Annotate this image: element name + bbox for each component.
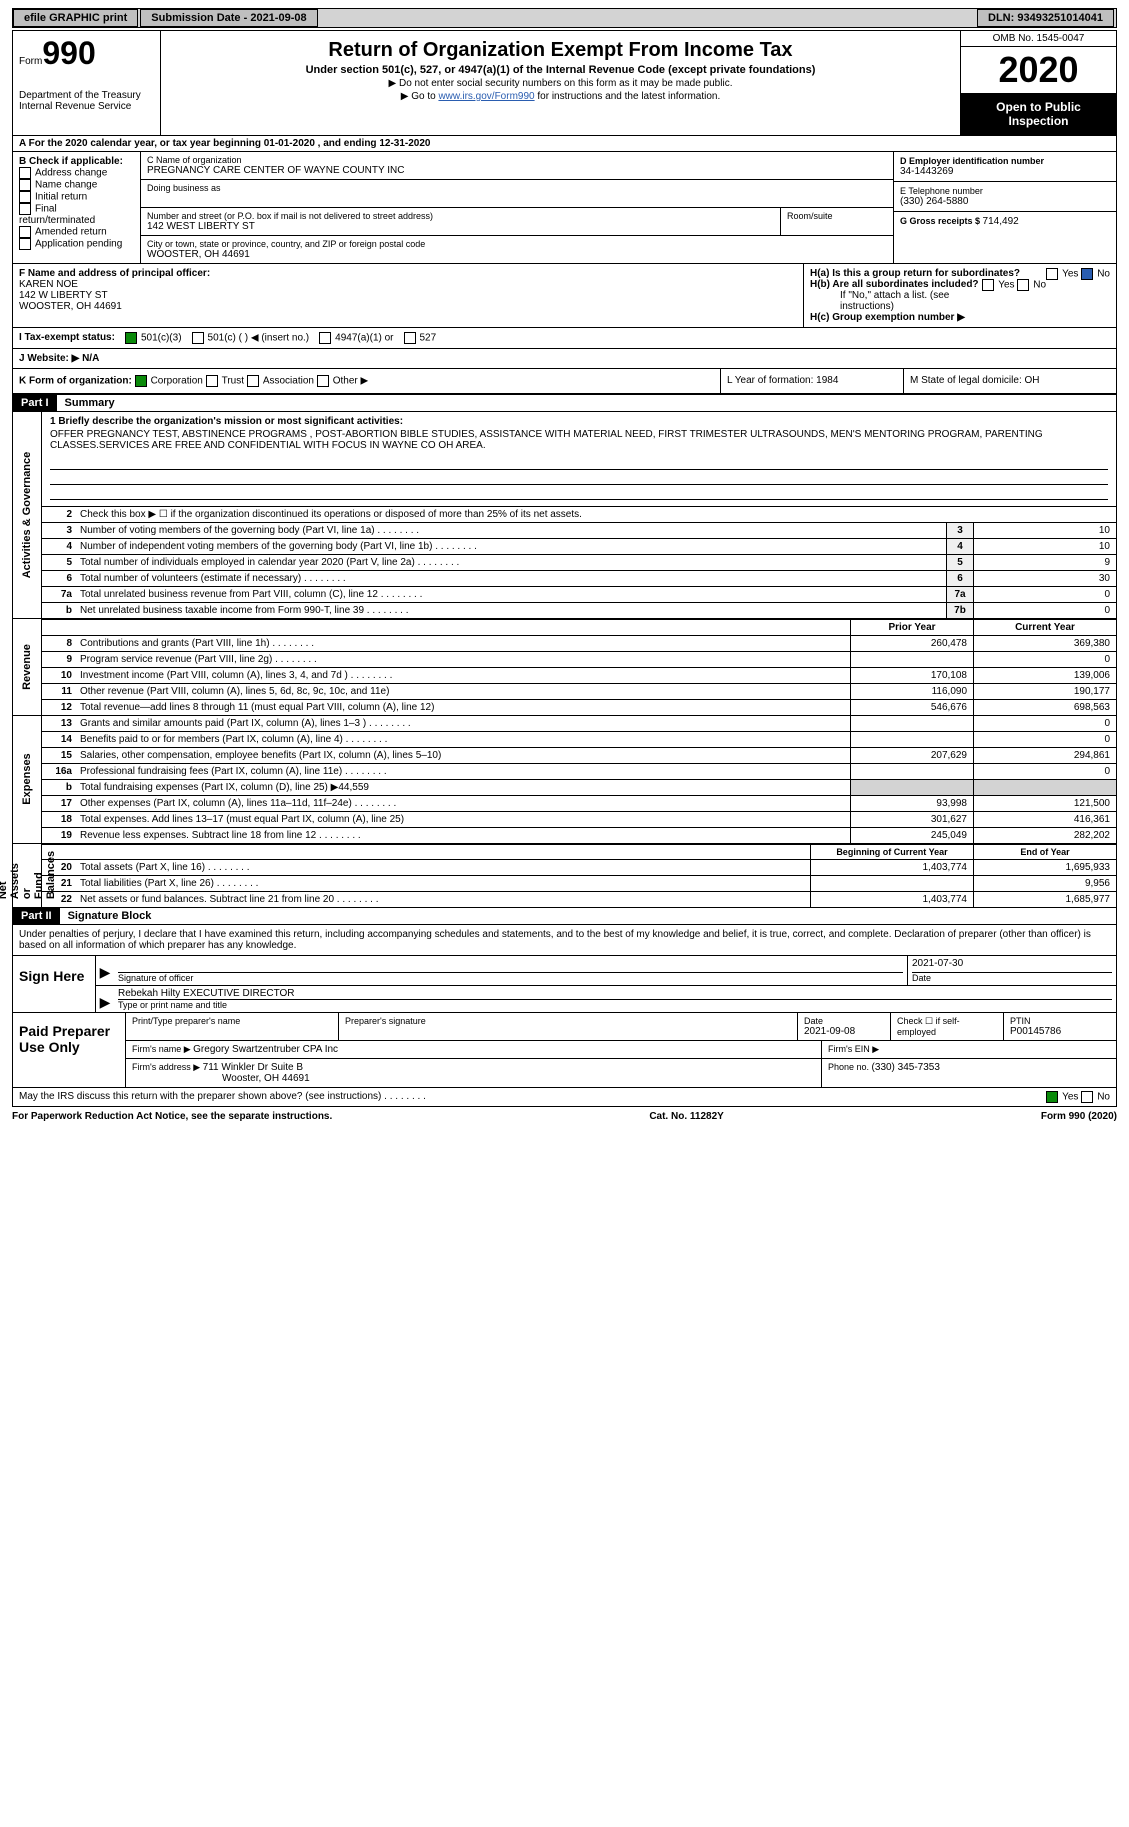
firm-name: Gregory Swartzentruber CPA Inc [193, 1044, 338, 1055]
line-7a: Total unrelated business revenue from Pa… [76, 587, 946, 602]
box-c: C Name of organization PREGNANCY CARE CE… [141, 152, 893, 263]
tax-year: 2020 [961, 47, 1116, 94]
open-public-badge: Open to Public Inspection [961, 94, 1116, 135]
irs-link[interactable]: www.irs.gov/Form990 [438, 91, 534, 102]
discuss-row: May the IRS discuss this return with the… [12, 1088, 1117, 1107]
hdr-current-year: Current Year [973, 620, 1116, 635]
vtab-governance: Activities & Governance [13, 412, 42, 618]
row-i-tax-status: I Tax-exempt status: 501(c)(3) 501(c) ( … [12, 328, 1117, 349]
part1-title: Summary [57, 395, 123, 411]
box-d-e-g: D Employer identification number 34-1443… [893, 152, 1116, 263]
line-9: Program service revenue (Part VIII, line… [76, 652, 850, 667]
line-8: Contributions and grants (Part VIII, lin… [76, 636, 850, 651]
line-6: Total number of volunteers (estimate if … [76, 571, 946, 586]
box-b: B Check if applicable: Address change Na… [13, 152, 141, 263]
vtab-revenue: Revenue [13, 619, 42, 715]
omb-number: OMB No. 1545-0047 [961, 31, 1116, 47]
vtab-expenses: Expenses [13, 716, 42, 843]
row-j-website: J Website: ▶ N/A [12, 349, 1117, 369]
row-a-period: A For the 2020 calendar year, or tax yea… [12, 136, 1117, 152]
phone: (330) 264-5880 [900, 196, 1110, 207]
efile-print-btn[interactable]: efile GRAPHIC print [13, 9, 138, 27]
submission-date-btn[interactable]: Submission Date - 2021-09-08 [140, 9, 317, 27]
row-l-year: L Year of formation: 1984 [720, 369, 903, 393]
row-k-form-org: K Form of organization: Corporation Trus… [13, 369, 720, 393]
paid-preparer-block: Paid Preparer Use Only Print/Type prepar… [12, 1013, 1117, 1088]
mission-text: OFFER PREGNANCY TEST, ABSTINENCE PROGRAM… [50, 429, 1108, 451]
line-7b: Net unrelated business taxable income fr… [76, 603, 946, 618]
line-18: Total expenses. Add lines 13–17 (must eq… [76, 812, 850, 827]
line-11: Other revenue (Part VIII, column (A), li… [76, 684, 850, 699]
vtab-netassets: Net Assets or Fund Balances [13, 844, 42, 907]
line-4: Number of independent voting members of … [76, 539, 946, 554]
line-14: Benefits paid to or for members (Part IX… [76, 732, 850, 747]
line-17: Other expenses (Part IX, column (A), lin… [76, 796, 850, 811]
goto-link: ▶ Go to www.irs.gov/Form990 for instruct… [171, 91, 950, 102]
org-street: 142 WEST LIBERTY ST [147, 221, 774, 232]
part2-header: Part II [13, 908, 60, 924]
form-title: Return of Organization Exempt From Incom… [171, 39, 950, 62]
ssn-warning: ▶ Do not enter social security numbers o… [171, 78, 950, 89]
page-footer: For Paperwork Reduction Act Notice, see … [12, 1107, 1117, 1122]
line-19: Revenue less expenses. Subtract line 18 … [76, 828, 850, 843]
top-toolbar: efile GRAPHIC print Submission Date - 20… [12, 8, 1117, 28]
box-f: F Name and address of principal officer:… [13, 264, 803, 327]
line-10: Investment income (Part VIII, column (A)… [76, 668, 850, 683]
gross-receipts: 714,492 [983, 216, 1019, 227]
form-subtitle: Under section 501(c), 527, or 4947(a)(1)… [171, 64, 950, 76]
mission-label: 1 Briefly describe the organization's mi… [50, 416, 1108, 427]
dln-label: DLN: 93493251014041 [977, 9, 1114, 27]
line-22: Net assets or fund balances. Subtract li… [76, 892, 810, 907]
line-3: Number of voting members of the governin… [76, 523, 946, 538]
line-21: Total liabilities (Part X, line 26) [76, 876, 810, 891]
line-20: Total assets (Part X, line 16) [76, 860, 810, 875]
part1-header: Part I [13, 395, 57, 411]
preparer-phone: (330) 345-7353 [872, 1062, 940, 1073]
line-2: Check this box ▶ ☐ if the organization d… [76, 507, 1116, 522]
hdr-end-year: End of Year [973, 845, 1116, 859]
line-13: Grants and similar amounts paid (Part IX… [76, 716, 850, 731]
line-5: Total number of individuals employed in … [76, 555, 946, 570]
hdr-prior-year: Prior Year [850, 620, 973, 635]
row-m-state: M State of legal domicile: OH [903, 369, 1116, 393]
dept-treasury: Department of the Treasury Internal Reve… [19, 90, 154, 112]
form-header: Form990 Department of the Treasury Inter… [12, 30, 1117, 136]
officer-name: Rebekah Hilty EXECUTIVE DIRECTOR [118, 988, 1112, 1000]
form-number: Form990 [19, 35, 154, 72]
org-name: PREGNANCY CARE CENTER OF WAYNE COUNTY IN… [147, 165, 887, 176]
box-h: H(a) Is this a group return for subordin… [803, 264, 1116, 327]
sign-here-block: Sign Here ▶ Signature of officer 2021-07… [12, 956, 1117, 1013]
org-city: WOOSTER, OH 44691 [147, 249, 887, 260]
line-16b: Total fundraising expenses (Part IX, col… [76, 780, 850, 795]
perjury-declaration: Under penalties of perjury, I declare th… [12, 925, 1117, 956]
sign-date: 2021-07-30 [912, 958, 1112, 973]
line-15: Salaries, other compensation, employee b… [76, 748, 850, 763]
line-16a: Professional fundraising fees (Part IX, … [76, 764, 850, 779]
part2-title: Signature Block [60, 908, 160, 924]
hdr-begin-year: Beginning of Current Year [810, 845, 973, 859]
line-12: Total revenue—add lines 8 through 11 (mu… [76, 700, 850, 715]
ein: 34-1443269 [900, 166, 1110, 177]
